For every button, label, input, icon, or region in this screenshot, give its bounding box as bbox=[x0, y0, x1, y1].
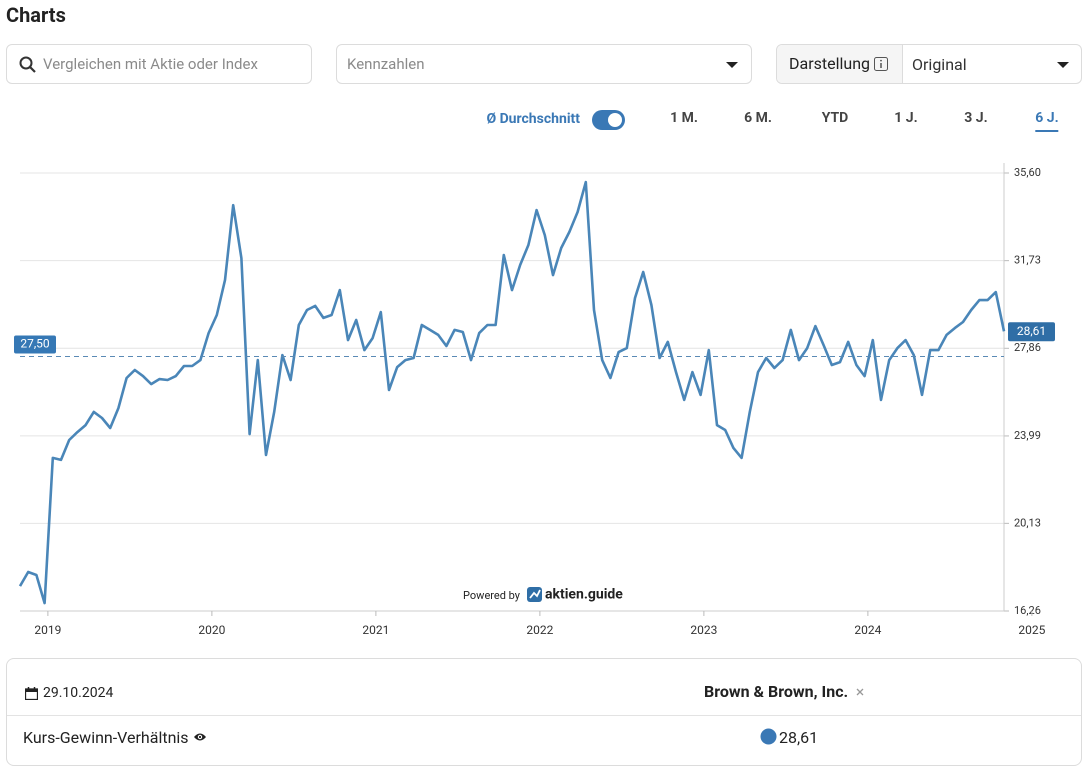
metric-dropdown[interactable]: Kennzahlen bbox=[336, 44, 752, 84]
calendar-icon bbox=[25, 687, 38, 700]
x-tick-label: 2020 bbox=[198, 623, 225, 637]
y-tick-label: 35,60 bbox=[1014, 166, 1041, 179]
search-icon bbox=[19, 56, 36, 73]
y-tick-label: 16,26 bbox=[1014, 604, 1041, 617]
period-button[interactable]: YTD bbox=[821, 110, 849, 126]
display-value: Original bbox=[912, 55, 967, 74]
average-toggle-label: Ø Durchschnitt bbox=[486, 111, 580, 127]
line-series bbox=[18, 180, 1006, 605]
period-button[interactable]: 1 J. bbox=[894, 110, 918, 126]
display-label: Darstellung bbox=[789, 54, 871, 73]
x-tick-label: 2023 bbox=[690, 623, 717, 637]
metric-value: 28,61 bbox=[779, 728, 819, 747]
plot: 16,26 20,13 23,99 27,86 31,73 35,60 2019 2020 20… bbox=[14, 163, 1055, 637]
y-tick-label: 20,13 bbox=[1014, 516, 1041, 529]
x-tick-label: 2022 bbox=[526, 623, 553, 637]
brand-logo bbox=[527, 587, 542, 602]
metric-placeholder: Kennzahlen bbox=[347, 55, 425, 73]
average-badge bbox=[14, 335, 56, 354]
caret bbox=[726, 62, 738, 68]
period-button[interactable]: 3 J. bbox=[964, 110, 988, 126]
average-label: 27,50 bbox=[20, 337, 50, 351]
info-icon bbox=[874, 57, 888, 71]
y-tick-label: 23,99 bbox=[1014, 429, 1041, 442]
period-button[interactable]: 6 J. bbox=[1035, 110, 1059, 132]
eye-icon[interactable] bbox=[193, 732, 207, 742]
caret bbox=[1057, 62, 1069, 68]
x-tick-label: 2024 bbox=[854, 623, 881, 637]
page-title: Charts bbox=[6, 3, 66, 27]
x-tick-label: 2021 bbox=[362, 623, 389, 637]
y-tick-label: 31,73 bbox=[1014, 254, 1041, 267]
period-button[interactable]: 1 M. bbox=[670, 110, 698, 126]
remove-icon[interactable] bbox=[856, 688, 864, 696]
display-label-bg bbox=[777, 45, 903, 83]
series-dot bbox=[760, 728, 777, 745]
chart: 16,26 20,13 23,99 27,86 31,73 35,60 2019 2020 20… bbox=[14, 163, 1055, 637]
metric-name: Kurs-Gewinn-Verhältnis bbox=[23, 728, 189, 747]
date: 29.10.2024 bbox=[43, 685, 114, 701]
powered-by: Powered by bbox=[463, 589, 521, 602]
search-box[interactable]: Vergleichen mit Aktie oder Index bbox=[6, 44, 312, 84]
separator bbox=[7, 715, 1081, 716]
current-label: 28,61 bbox=[1017, 324, 1046, 338]
x-tick-label: 2019 bbox=[34, 623, 61, 637]
period-button[interactable]: 6 M. bbox=[744, 110, 772, 126]
current-badge bbox=[1008, 322, 1055, 342]
y-tick-label: 27,86 bbox=[1014, 341, 1041, 354]
average-toggle[interactable] bbox=[592, 110, 625, 130]
brand-name: aktien.guide bbox=[545, 587, 623, 603]
display-dropdown[interactable]: Darstellung Original bbox=[776, 44, 1082, 84]
x-tick-label: 2025 bbox=[1018, 623, 1045, 637]
info-panel: 29.10.2024 Brown & Brown, Inc. Kurs-Gewi… bbox=[6, 658, 1082, 766]
search-placeholder: Vergleichen mit Aktie oder Index bbox=[43, 55, 258, 73]
company-name: Brown & Brown, Inc. bbox=[704, 682, 849, 701]
